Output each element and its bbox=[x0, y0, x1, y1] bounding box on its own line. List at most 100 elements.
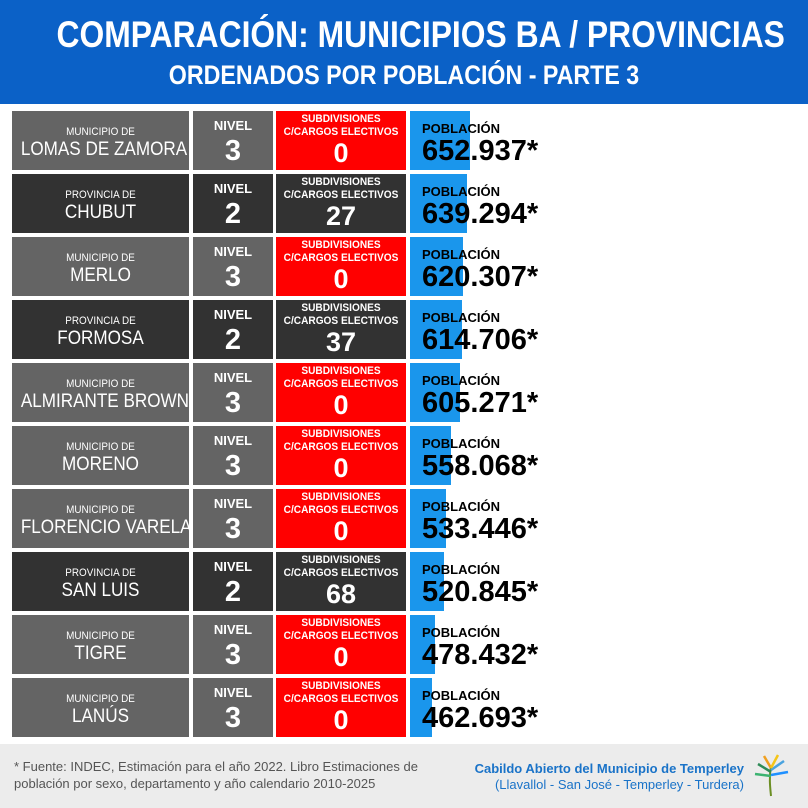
population-cell: POBLACIÓN 605.271* bbox=[410, 363, 550, 422]
organization-name: Cabildo Abierto del Municipio de Temperl… bbox=[474, 761, 744, 776]
nivel-label: NIVEL bbox=[213, 307, 253, 322]
entity-kind-label: MUNICIPIO DE bbox=[66, 630, 135, 642]
subdivisiones-value: 0 bbox=[333, 705, 349, 735]
population-value: 478.432* bbox=[422, 639, 539, 671]
entity-name-cell: MUNICIPIO DE TIGRE bbox=[12, 615, 189, 674]
nivel-cell: NIVEL 2 bbox=[193, 552, 273, 611]
page-header: COMPARACIÓN: MUNICIPIOS BA / PROVINCIAS … bbox=[0, 0, 808, 104]
nivel-value: 3 bbox=[224, 387, 242, 419]
entity-kind-label: MUNICIPIO DE bbox=[66, 378, 135, 390]
subdivisiones-value: 0 bbox=[333, 390, 349, 420]
entity-name-cell: PROVINCIA DE CHUBUT bbox=[12, 174, 189, 233]
nivel-value: 3 bbox=[224, 639, 242, 671]
subdivisiones-cell: SUBDIVISIONES C/CARGOS ELECTIVOS 0 bbox=[276, 426, 406, 485]
subdivisiones-value: 0 bbox=[333, 516, 349, 546]
entity-name-cell: PROVINCIA DE SAN LUIS bbox=[12, 552, 189, 611]
population-bar bbox=[410, 489, 447, 548]
population-label: POBLACIÓN bbox=[422, 310, 500, 325]
entity-name: CHUBUT bbox=[64, 202, 137, 223]
subdivisiones-label: SUBDIVISIONES C/CARGOS ELECTIVOS bbox=[283, 617, 399, 642]
subdivisiones-cell: SUBDIVISIONES C/CARGOS ELECTIVOS 0 bbox=[276, 615, 406, 674]
subdivisiones-value: 0 bbox=[333, 453, 349, 483]
subdivisiones-cell: SUBDIVISIONES C/CARGOS ELECTIVOS 0 bbox=[276, 111, 406, 170]
nivel-label: NIVEL bbox=[213, 370, 253, 385]
subdivisiones-value: 37 bbox=[325, 327, 357, 357]
population-label: POBLACIÓN bbox=[422, 247, 500, 262]
entity-name-cell: MUNICIPIO DE FLORENCIO VARELA bbox=[12, 489, 189, 548]
population-value: 652.937* bbox=[422, 135, 539, 167]
population-bar bbox=[410, 552, 444, 611]
population-label: POBLACIÓN bbox=[422, 562, 500, 577]
entity-kind-label: MUNICIPIO DE bbox=[66, 126, 135, 138]
entity-name-cell: MUNICIPIO DE ALMIRANTE BROWN bbox=[12, 363, 189, 422]
entity-name: TIGRE bbox=[74, 643, 127, 664]
page-subtitle: ORDENADOS POR POBLACIÓN - PARTE 3 bbox=[168, 60, 640, 90]
subdivisiones-label: SUBDIVISIONES C/CARGOS ELECTIVOS bbox=[283, 428, 399, 453]
nivel-value: 2 bbox=[224, 198, 242, 230]
subdivisiones-label: SUBDIVISIONES C/CARGOS ELECTIVOS bbox=[283, 554, 399, 579]
nivel-label: NIVEL bbox=[213, 685, 253, 700]
subdivisiones-value: 68 bbox=[325, 579, 357, 609]
population-bar bbox=[410, 615, 436, 674]
entity-name: FORMOSA bbox=[57, 328, 144, 349]
nivel-cell: NIVEL 2 bbox=[193, 300, 273, 359]
population-value: 614.706* bbox=[422, 324, 539, 356]
subdivisiones-label: SUBDIVISIONES C/CARGOS ELECTIVOS bbox=[283, 302, 399, 327]
subdivisiones-value: 0 bbox=[333, 138, 349, 168]
subdivisiones-label: SUBDIVISIONES C/CARGOS ELECTIVOS bbox=[283, 680, 399, 705]
population-bar bbox=[410, 300, 463, 359]
population-label: POBLACIÓN bbox=[422, 121, 500, 136]
population-value: 620.307* bbox=[422, 261, 539, 293]
population-cell: POBLACIÓN 620.307* bbox=[410, 237, 550, 296]
population-cell: POBLACIÓN 652.937* bbox=[410, 111, 550, 170]
population-cell: POBLACIÓN 533.446* bbox=[410, 489, 550, 548]
nivel-value: 3 bbox=[224, 702, 242, 734]
subdivisiones-label: SUBDIVISIONES C/CARGOS ELECTIVOS bbox=[283, 176, 399, 201]
population-cell: POBLACIÓN 639.294* bbox=[410, 174, 550, 233]
entity-name: FLORENCIO VARELA bbox=[20, 517, 189, 538]
entity-name: LOMAS DE ZAMORA bbox=[20, 139, 188, 160]
nivel-cell: NIVEL 3 bbox=[193, 111, 273, 170]
population-label: POBLACIÓN bbox=[422, 499, 500, 514]
population-value: 520.845* bbox=[422, 576, 539, 608]
population-value: 558.068* bbox=[422, 450, 539, 482]
entity-name-cell: MUNICIPIO DE MORENO bbox=[12, 426, 189, 485]
nivel-cell: NIVEL 3 bbox=[193, 426, 273, 485]
subdivisiones-cell: SUBDIVISIONES C/CARGOS ELECTIVOS 0 bbox=[276, 363, 406, 422]
nivel-value: 3 bbox=[224, 261, 242, 293]
nivel-value: 2 bbox=[224, 576, 242, 608]
subdivisiones-label: SUBDIVISIONES C/CARGOS ELECTIVOS bbox=[283, 239, 399, 264]
entity-name-cell: MUNICIPIO DE MERLO bbox=[12, 237, 189, 296]
subdivisiones-value: 27 bbox=[325, 201, 357, 231]
entity-kind-label: MUNICIPIO DE bbox=[66, 693, 135, 705]
nivel-cell: NIVEL 2 bbox=[193, 174, 273, 233]
footer: * Fuente: INDEC, Estimación para el año … bbox=[0, 744, 808, 808]
population-value: 605.271* bbox=[422, 387, 539, 419]
nivel-label: NIVEL bbox=[213, 496, 253, 511]
nivel-label: NIVEL bbox=[213, 118, 253, 133]
cabildo-logo-icon bbox=[754, 754, 789, 797]
population-bar bbox=[410, 111, 470, 170]
subdivisiones-label: SUBDIVISIONES C/CARGOS ELECTIVOS bbox=[283, 491, 399, 516]
entity-name: MERLO bbox=[70, 265, 131, 286]
population-cell: POBLACIÓN 520.845* bbox=[410, 552, 550, 611]
population-bar bbox=[410, 174, 468, 233]
subdivisiones-cell: SUBDIVISIONES C/CARGOS ELECTIVOS 0 bbox=[276, 237, 406, 296]
population-value: 533.446* bbox=[422, 513, 539, 545]
population-label: POBLACIÓN bbox=[422, 184, 500, 199]
nivel-value: 3 bbox=[224, 513, 242, 545]
entity-kind-label: MUNICIPIO DE bbox=[66, 252, 135, 264]
entity-kind-label: PROVINCIA DE bbox=[65, 189, 136, 201]
page-title: COMPARACIÓN: MUNICIPIOS BA / PROVINCIAS bbox=[56, 14, 785, 55]
entity-name: LANÚS bbox=[71, 706, 130, 727]
nivel-cell: NIVEL 3 bbox=[193, 678, 273, 737]
nivel-value: 2 bbox=[224, 324, 242, 356]
subdivisiones-cell: SUBDIVISIONES C/CARGOS ELECTIVOS 0 bbox=[276, 678, 406, 737]
entity-name-cell: PROVINCIA DE FORMOSA bbox=[12, 300, 189, 359]
nivel-cell: NIVEL 3 bbox=[193, 237, 273, 296]
population-label: POBLACIÓN bbox=[422, 688, 500, 703]
nivel-label: NIVEL bbox=[213, 622, 253, 637]
nivel-cell: NIVEL 3 bbox=[193, 363, 273, 422]
population-label: POBLACIÓN bbox=[422, 625, 500, 640]
